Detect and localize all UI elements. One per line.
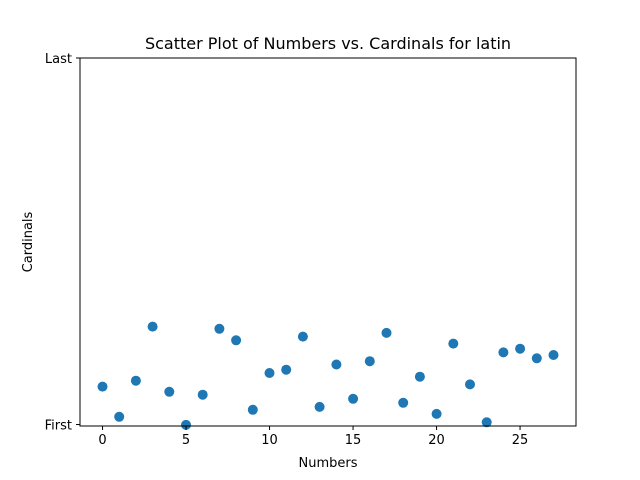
x-axis-label: Numbers bbox=[299, 456, 358, 471]
plot-frame bbox=[79, 57, 577, 427]
scatter-point bbox=[398, 397, 409, 408]
scatter-point bbox=[465, 379, 475, 390]
scatter-point bbox=[247, 404, 258, 415]
scatter-point bbox=[498, 347, 509, 358]
x-axis-ticks: 0 5 10 15 20 25 bbox=[98, 426, 528, 448]
scatter-point bbox=[348, 393, 359, 404]
y-tick-label: Last bbox=[45, 52, 72, 67]
scatter-point bbox=[548, 350, 559, 360]
scatter-point bbox=[197, 389, 208, 400]
scatter-point bbox=[264, 368, 275, 378]
y-tick-label: First bbox=[45, 419, 72, 434]
scatter-point bbox=[364, 356, 375, 367]
scatter-point bbox=[181, 419, 191, 430]
scatter-point bbox=[214, 323, 225, 334]
scatter-point bbox=[97, 381, 108, 392]
scatter-point bbox=[531, 353, 542, 364]
scatter-point bbox=[147, 321, 158, 332]
x-tick-label: 0 bbox=[98, 433, 106, 448]
scatter-point bbox=[481, 417, 492, 428]
scatter-point bbox=[414, 371, 425, 382]
x-tick-label: 15 bbox=[345, 433, 362, 448]
scatter-point bbox=[331, 359, 342, 370]
scatter-point bbox=[231, 335, 242, 346]
scatter-point bbox=[130, 375, 141, 386]
scatter-point bbox=[448, 338, 459, 349]
y-axis-label: Cardinals bbox=[21, 211, 36, 272]
scatter-point bbox=[431, 408, 442, 419]
y-axis-ticks: First Last bbox=[45, 52, 80, 434]
scatter-point bbox=[314, 401, 325, 412]
x-tick-label: 20 bbox=[428, 433, 445, 448]
x-tick-label: 5 bbox=[182, 433, 190, 448]
x-tick-label: 10 bbox=[261, 433, 278, 448]
chart-title: Scatter Plot of Numbers vs. Cardinals fo… bbox=[145, 34, 511, 53]
scatter-point bbox=[515, 343, 526, 354]
scatter-point bbox=[381, 327, 392, 338]
scatter-point bbox=[281, 364, 292, 375]
scatter-point bbox=[114, 411, 125, 422]
x-tick-label: 25 bbox=[512, 433, 529, 448]
scatter-point bbox=[164, 386, 175, 397]
scatter-points bbox=[97, 321, 559, 430]
scatter-point bbox=[297, 331, 308, 342]
